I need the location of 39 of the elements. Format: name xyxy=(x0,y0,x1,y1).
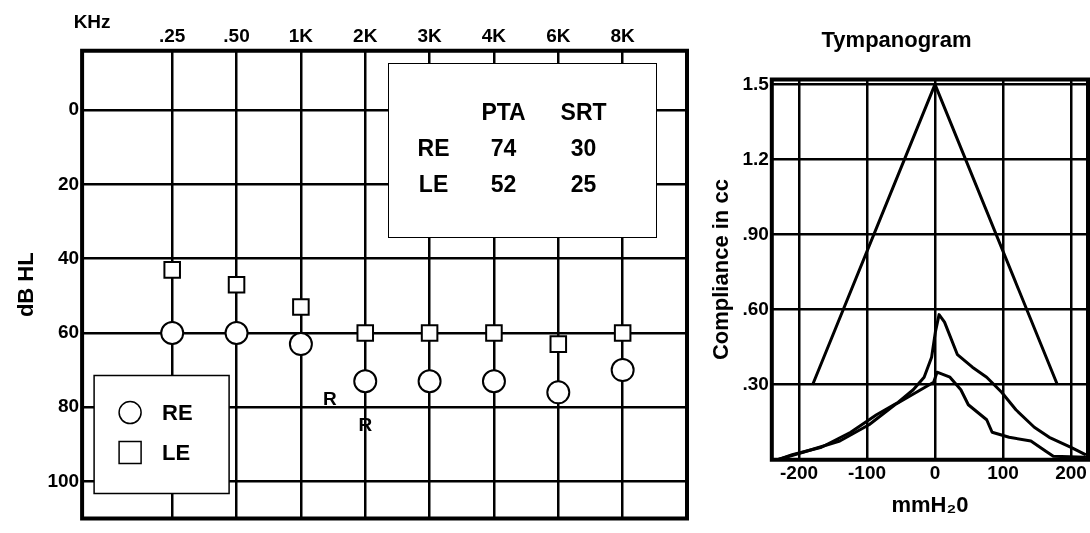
y-tick-label: 80 xyxy=(57,395,80,417)
x-tick-label: 4K xyxy=(481,24,507,46)
x-tick-label: 1K xyxy=(288,24,314,46)
y-tick-label: 0 xyxy=(68,98,80,120)
y-axis-title: Compliance in cc xyxy=(708,179,734,361)
annotation: SRT xyxy=(560,98,607,126)
x-tick-label: -200 xyxy=(780,462,819,484)
y-tick-label: 1.5 xyxy=(742,72,770,94)
x-tick-label: -100 xyxy=(847,462,887,484)
x-tick-label: 0 xyxy=(929,462,941,484)
x-tick-label: 8K xyxy=(610,24,636,46)
y-axis-title: dB HL xyxy=(13,252,39,318)
y-tick-label: .60 xyxy=(742,297,769,319)
x-tick-label: 2K xyxy=(353,24,378,46)
legend-label: RE xyxy=(162,399,193,425)
chart-title: Tympanogram xyxy=(821,27,972,53)
x-axis-title: KHz xyxy=(73,11,111,33)
annotation: 52 xyxy=(490,170,517,198)
y-tick-label: .30 xyxy=(742,372,769,394)
y-tick-label: 20 xyxy=(57,172,80,194)
annotation: RE xyxy=(417,134,450,162)
x-tick-label: 200 xyxy=(1055,462,1087,484)
y-tick-label: .90 xyxy=(742,222,769,244)
x-tick-label: 3K xyxy=(417,24,443,46)
annotation: PTA xyxy=(481,98,526,126)
x-axis-title: mmH₂0 xyxy=(891,491,969,517)
x-tick-label: 100 xyxy=(987,462,1019,484)
annotation: 25 xyxy=(570,170,597,198)
annotation: LE xyxy=(418,170,449,198)
y-tick-label: 1.2 xyxy=(742,147,769,169)
x-tick-label: 6K xyxy=(546,24,571,46)
annotation: 74 xyxy=(490,134,517,162)
y-tick-label: 40 xyxy=(57,246,80,268)
y-tick-label: 60 xyxy=(57,321,80,343)
annotation: R xyxy=(322,388,337,410)
x-tick-label: .25 xyxy=(158,24,186,46)
legend-label: LE xyxy=(162,439,191,465)
annotation: 30 xyxy=(570,134,597,162)
x-tick-label: .50 xyxy=(223,24,250,46)
